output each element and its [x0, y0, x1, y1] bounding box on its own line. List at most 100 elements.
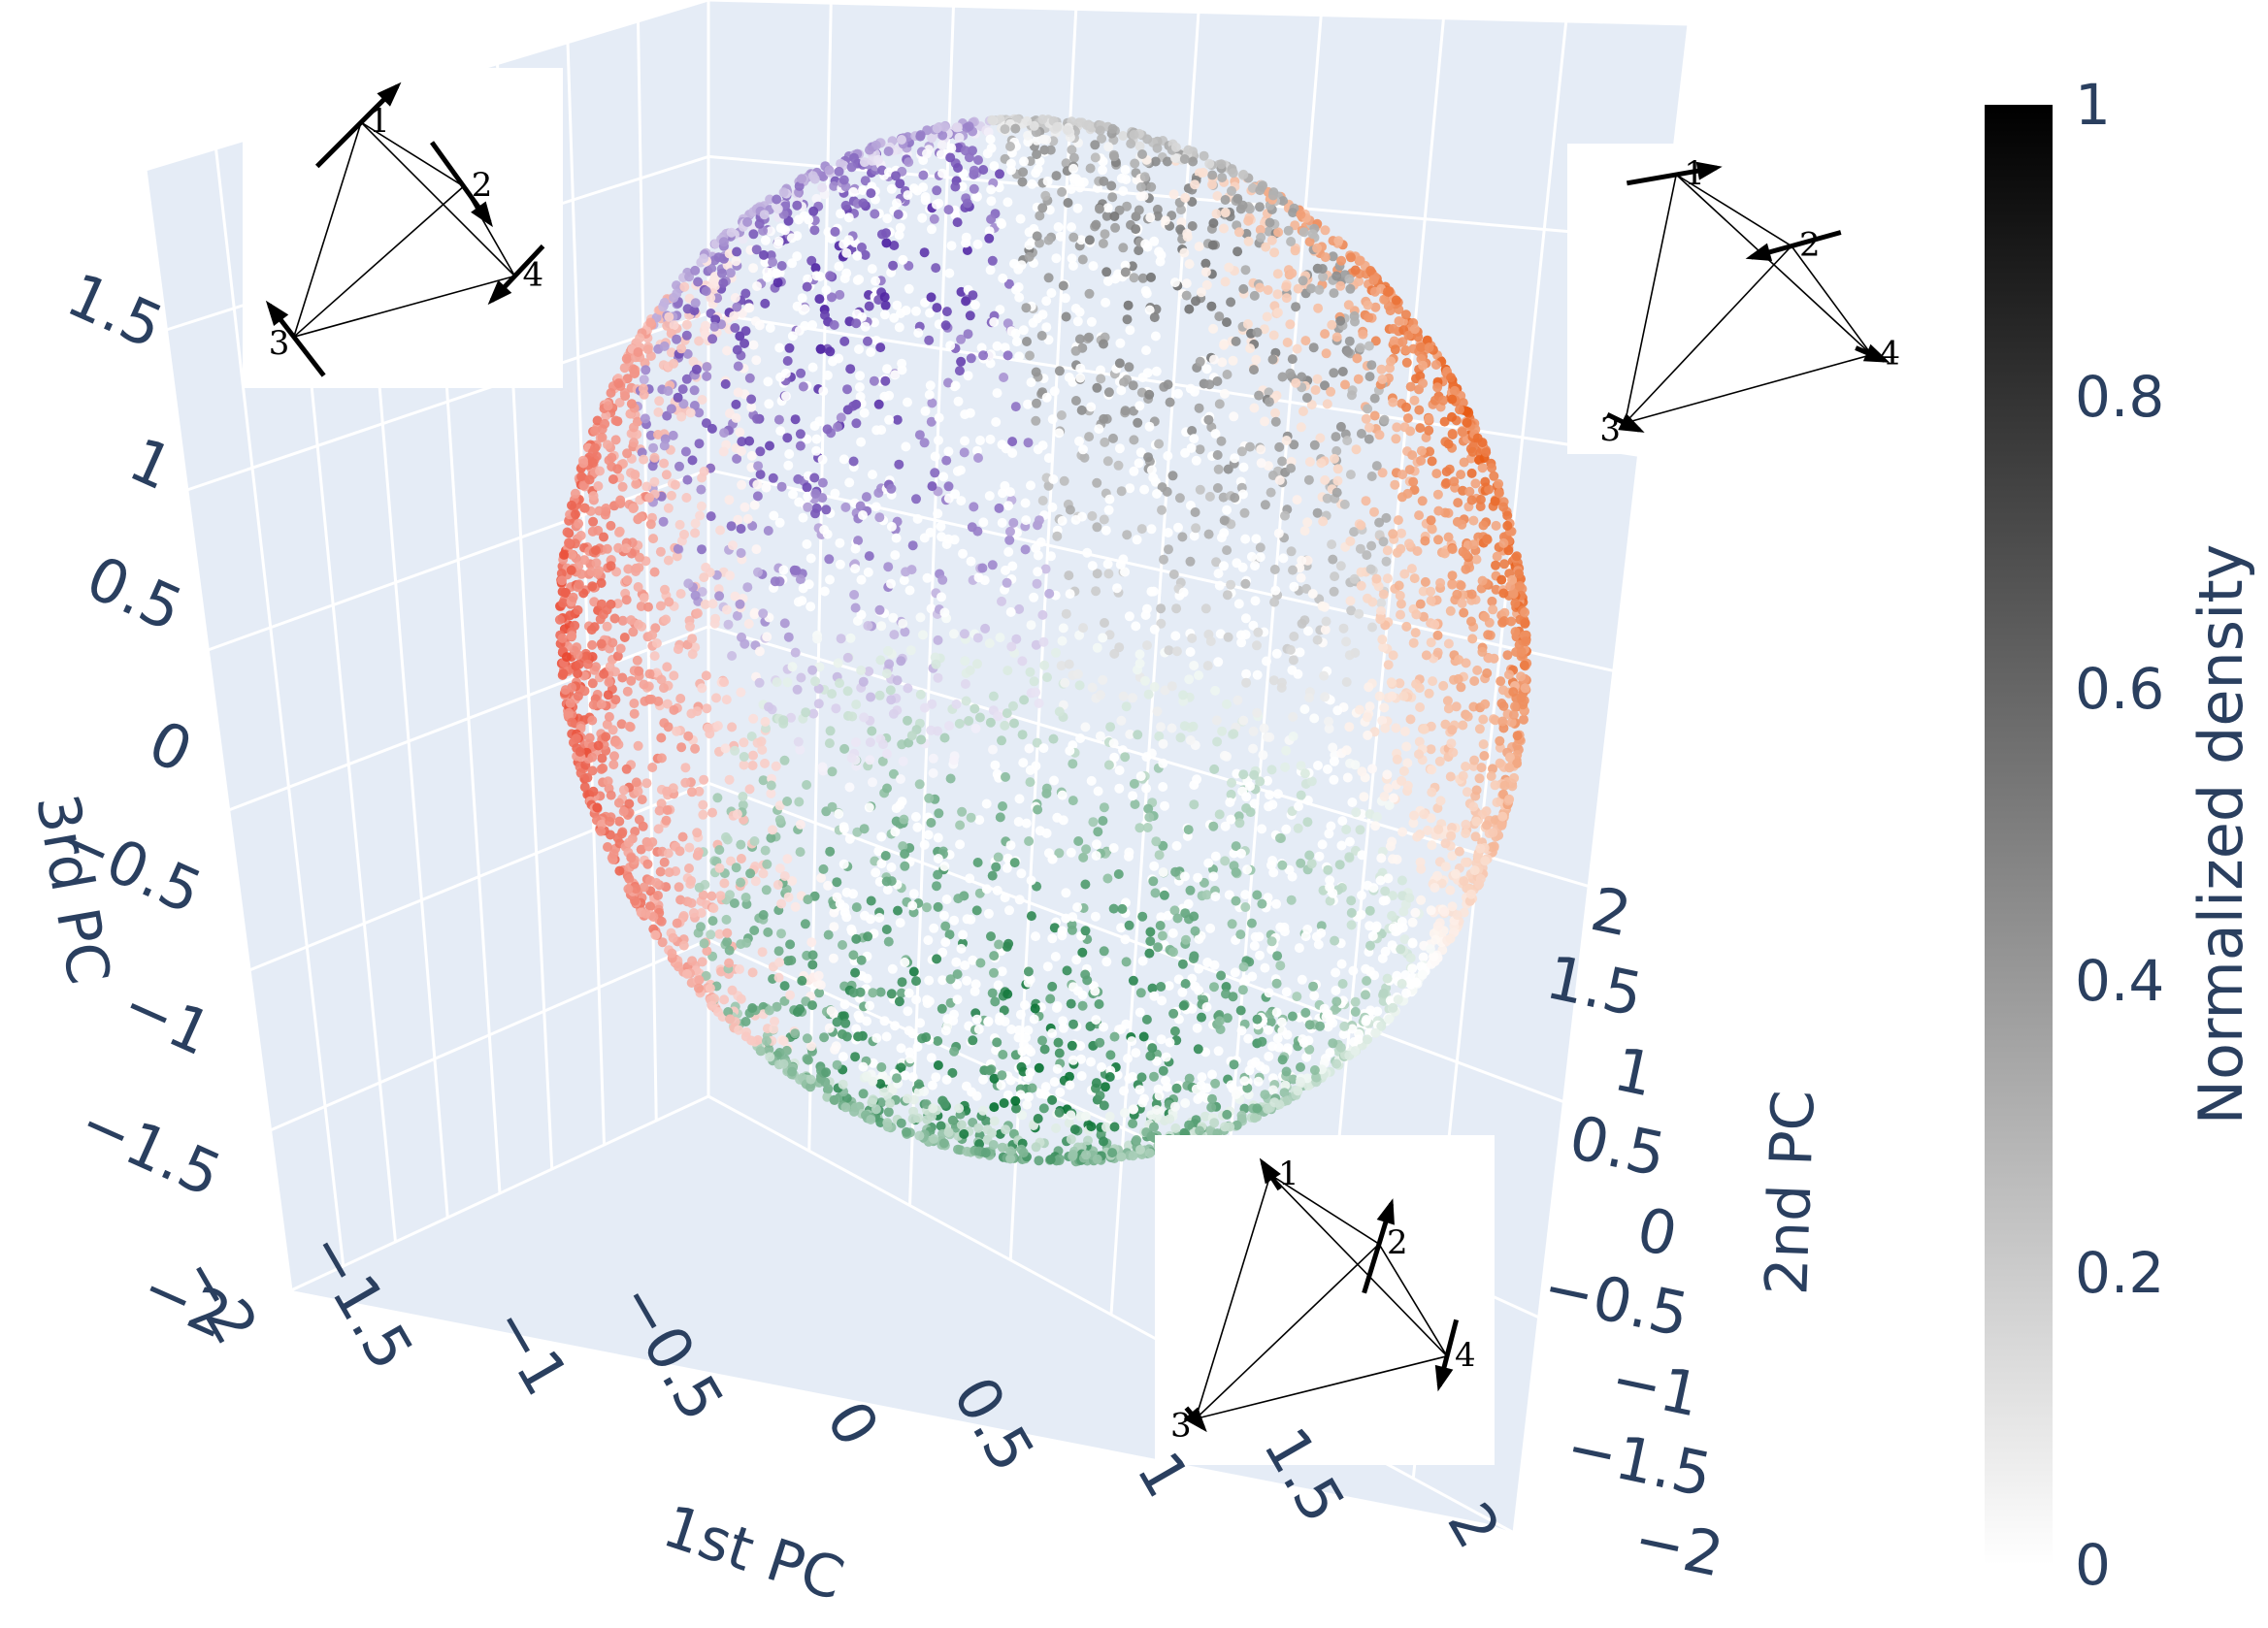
scatter-point [1180, 192, 1191, 203]
scatter-point [1097, 1061, 1106, 1072]
scatter-point [1056, 410, 1067, 420]
scatter-point [1072, 316, 1083, 327]
scatter-point [1424, 688, 1434, 699]
scatter-point [1245, 343, 1256, 354]
scatter-point [1457, 598, 1467, 608]
scatter-point [835, 678, 844, 689]
scatter-point [962, 245, 972, 255]
scatter-point [1219, 528, 1230, 538]
scatter-point [1154, 246, 1165, 257]
scatter-point [1347, 798, 1358, 807]
scatter-point [609, 613, 620, 624]
scatter-point [892, 300, 903, 310]
scatter-point [896, 1062, 906, 1073]
scatter-point [970, 979, 981, 990]
scatter-point [758, 775, 769, 786]
scatter-point [819, 586, 830, 597]
scatter-point [989, 951, 1000, 961]
scatter-point [1120, 1108, 1130, 1118]
scatter-point [1000, 720, 1010, 731]
scatter-point [1102, 203, 1113, 213]
scatter-point [1401, 357, 1412, 368]
scatter-point [1281, 745, 1292, 756]
scatter-point [1102, 276, 1113, 286]
scatter-point [1047, 1028, 1058, 1038]
scatter-point [1310, 385, 1321, 395]
scatter-point [726, 521, 737, 532]
scatter-point [760, 298, 771, 309]
scatter-point [979, 575, 990, 586]
scatter-point [647, 763, 658, 772]
scatter-point [835, 559, 845, 570]
scatter-point [1433, 505, 1444, 516]
scatter-point [613, 798, 624, 808]
scatter-point [669, 670, 679, 681]
scatter-point [1366, 540, 1377, 551]
scatter-point [1103, 569, 1114, 579]
scatter-point [1341, 825, 1352, 834]
scatter-point [1240, 902, 1251, 912]
scatter-point [1076, 1071, 1087, 1081]
scatter-point [928, 767, 938, 778]
scatter-point [1362, 976, 1372, 986]
scatter-point [1043, 235, 1054, 245]
scatter-point [1417, 496, 1428, 506]
scatter-point [1346, 390, 1357, 401]
scatter-point [830, 488, 840, 499]
scatter-point [863, 621, 873, 631]
scatter-point [765, 440, 774, 451]
scatter-point [814, 988, 825, 998]
scatter-point [1029, 1014, 1039, 1025]
scatter-point [886, 863, 897, 872]
scatter-point [808, 708, 819, 719]
scatter-point [1010, 1095, 1021, 1106]
point-cloud [554, 114, 1532, 1167]
scatter-point [974, 815, 985, 826]
scatter-point [1141, 1014, 1152, 1025]
scatter-point [639, 374, 649, 385]
scatter-point [674, 461, 684, 472]
scatter-point [742, 582, 753, 593]
scatter-point [863, 567, 873, 577]
scatter-point [1204, 158, 1215, 169]
scatter-point [1238, 715, 1249, 726]
scatter-point [725, 268, 736, 278]
scatter-point [729, 310, 740, 321]
scatter-point [736, 993, 746, 1004]
scatter-point [1114, 783, 1125, 794]
scatter-point [1443, 638, 1454, 649]
scatter-point [1149, 1122, 1159, 1132]
scatter-point [987, 988, 998, 998]
scatter-point [1241, 677, 1252, 688]
scatter-point [1432, 630, 1443, 640]
scatter-point [1115, 338, 1126, 348]
scatter-point [1337, 816, 1348, 827]
scatter-point [722, 936, 733, 947]
scatter-point [1150, 156, 1161, 167]
scatter-point [1065, 1080, 1075, 1091]
scatter-point [1216, 159, 1227, 170]
scatter-point [905, 645, 916, 656]
scatter-point [1203, 858, 1214, 868]
scatter-point [1386, 677, 1397, 688]
scatter-point [959, 629, 970, 639]
scatter-point [592, 802, 603, 813]
scatter-point [1188, 721, 1199, 732]
scatter-point [1180, 447, 1191, 458]
scatter-point [883, 562, 894, 572]
scatter-point [1211, 209, 1222, 219]
scatter-point [1002, 577, 1012, 588]
scatter-point [681, 493, 692, 503]
scatter-point [931, 263, 941, 274]
scatter-point [1208, 323, 1219, 334]
scatter-point [892, 675, 903, 686]
scatter-point [832, 877, 842, 888]
scatter-point [575, 531, 586, 540]
scatter-point [736, 687, 746, 698]
scatter-point [840, 502, 851, 512]
scatter-point [825, 726, 836, 736]
scatter-point [663, 722, 674, 733]
scatter-point [1243, 1033, 1254, 1044]
scatter-point [1158, 758, 1168, 768]
scatter-point [873, 846, 884, 857]
